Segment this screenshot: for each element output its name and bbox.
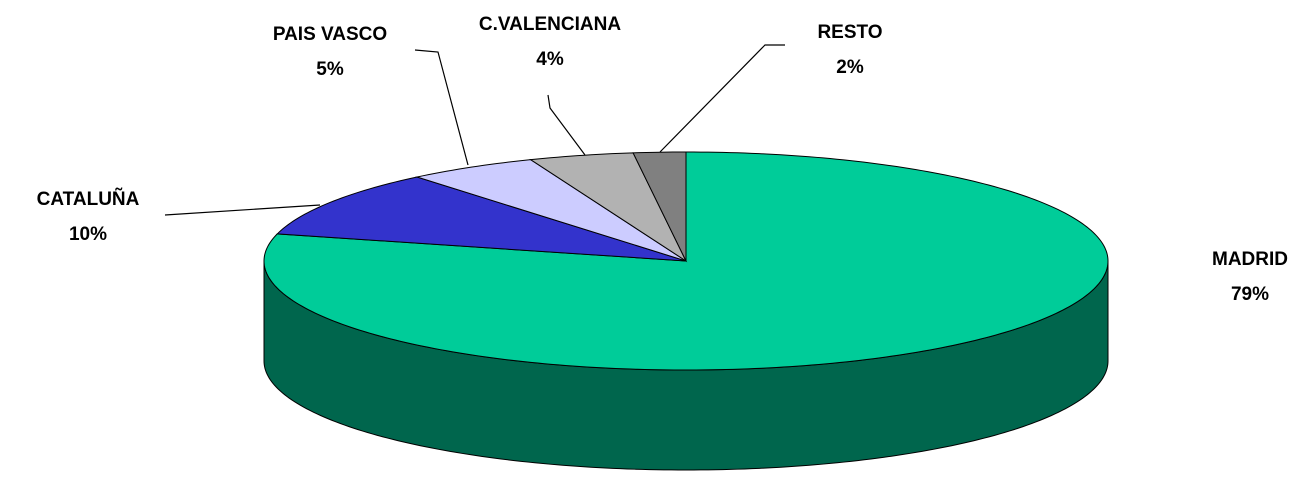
slice-label: MADRID — [1212, 249, 1288, 270]
leader-line — [164, 204, 321, 216]
slice-label: RESTO — [817, 22, 882, 43]
pie — [263, 151, 1109, 471]
slice — [276, 176, 687, 262]
leader-line — [547, 94, 586, 156]
slice — [529, 152, 688, 263]
leader-line — [414, 49, 469, 166]
slice-label: PAIS VASCO — [273, 24, 387, 45]
slice-value-label: 10% — [69, 224, 107, 245]
slice-value-label: 2% — [836, 57, 864, 78]
slice-label: CATALUÑA — [37, 188, 140, 210]
leader-line — [659, 44, 785, 153]
slice-value-label: 5% — [316, 59, 344, 80]
slice-label: C.VALENCIANA — [479, 14, 621, 35]
slice-value-label: 79% — [1231, 284, 1269, 305]
slice — [415, 159, 687, 262]
slice-value-label: 4% — [536, 49, 564, 70]
slice — [632, 151, 687, 262]
